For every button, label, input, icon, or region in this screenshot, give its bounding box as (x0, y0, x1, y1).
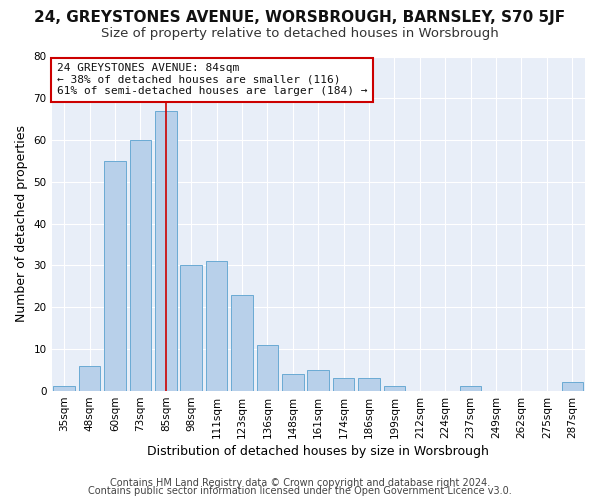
Bar (53, 386, 75, 390)
Bar (206, 261, 227, 390)
Bar (383, 386, 405, 390)
X-axis label: Distribution of detached houses by size in Worsbrough: Distribution of detached houses by size … (148, 444, 489, 458)
Text: Size of property relative to detached houses in Worsbrough: Size of property relative to detached ho… (101, 28, 499, 40)
Bar (257, 344, 278, 391)
Bar (104, 161, 126, 390)
Bar (358, 378, 380, 390)
Text: Contains HM Land Registry data © Crown copyright and database right 2024.: Contains HM Land Registry data © Crown c… (110, 478, 490, 488)
Bar (307, 370, 329, 390)
Bar (130, 140, 151, 390)
Text: 24, GREYSTONES AVENUE, WORSBROUGH, BARNSLEY, S70 5JF: 24, GREYSTONES AVENUE, WORSBROUGH, BARNS… (34, 10, 566, 25)
Bar (282, 374, 304, 390)
Bar (79, 366, 100, 390)
Text: 24 GREYSTONES AVENUE: 84sqm
← 38% of detached houses are smaller (116)
61% of se: 24 GREYSTONES AVENUE: 84sqm ← 38% of det… (57, 63, 367, 96)
Bar (333, 378, 355, 390)
Bar (155, 111, 176, 390)
Bar (562, 382, 583, 390)
Bar (460, 386, 481, 390)
Bar (231, 294, 253, 390)
Bar (181, 266, 202, 390)
Text: Contains public sector information licensed under the Open Government Licence v3: Contains public sector information licen… (88, 486, 512, 496)
Y-axis label: Number of detached properties: Number of detached properties (15, 125, 28, 322)
